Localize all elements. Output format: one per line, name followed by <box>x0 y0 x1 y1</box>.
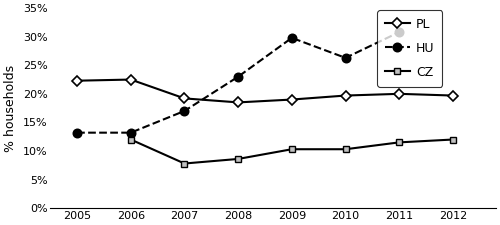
CZ <box>182 162 188 165</box>
HU <box>342 56 348 59</box>
Line: CZ: CZ <box>128 136 456 167</box>
PL <box>289 98 295 101</box>
PL <box>396 92 402 95</box>
CZ <box>289 148 295 151</box>
PL <box>235 101 241 104</box>
Line: PL: PL <box>74 76 456 106</box>
HU <box>182 110 188 112</box>
HU <box>235 75 241 78</box>
HU <box>289 36 295 39</box>
PL <box>182 97 188 100</box>
CZ <box>128 138 134 141</box>
CZ <box>396 141 402 144</box>
Legend: PL, HU, CZ: PL, HU, CZ <box>378 10 442 87</box>
PL <box>74 79 80 82</box>
Y-axis label: % households: % households <box>4 65 17 152</box>
CZ <box>450 138 456 141</box>
HU <box>128 131 134 134</box>
CZ <box>342 148 348 151</box>
PL <box>342 94 348 97</box>
Line: HU: HU <box>73 28 404 137</box>
HU <box>396 31 402 34</box>
CZ <box>235 158 241 160</box>
HU <box>74 131 80 134</box>
PL <box>450 94 456 97</box>
PL <box>128 78 134 81</box>
